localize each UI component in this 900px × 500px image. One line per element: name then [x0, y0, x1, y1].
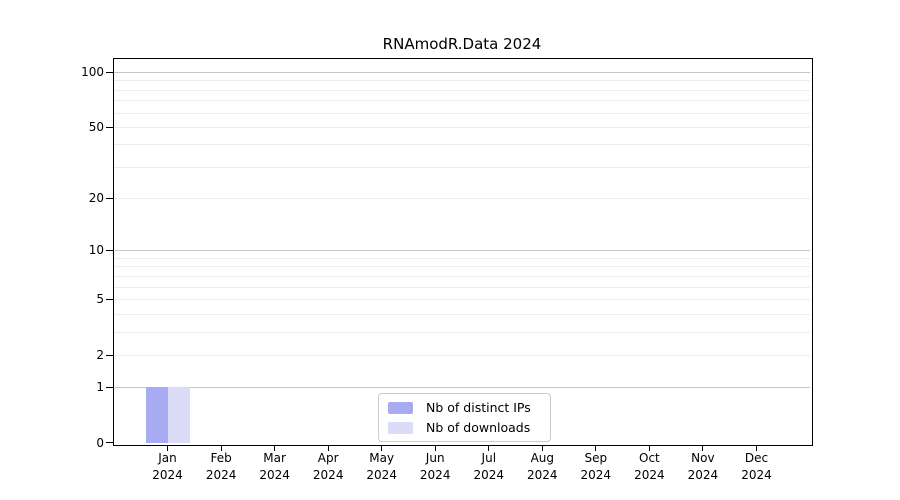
gridline-5 [114, 298, 810, 300]
x-tick-label-may: May 2024 [366, 450, 397, 484]
y-axis-labels: 0 1 2 5 10 20 50 100 [0, 59, 107, 450]
gridline-minor-3 [114, 331, 810, 333]
x-label-year: 2024 [419, 468, 451, 482]
gridline-minor-7 [114, 275, 810, 277]
x-tick-feb [220, 445, 222, 451]
x-tick-label-jan: Jan 2024 [152, 450, 183, 484]
y-tick-label-2: 2 [96, 347, 104, 362]
gridline-minor-40 [114, 144, 810, 146]
y-tick-20 [106, 198, 113, 200]
x-tick-label-apr: Apr 2024 [313, 450, 344, 484]
x-label-year: 2024 [473, 468, 505, 482]
x-tick-label-oct: Oct 2024 [634, 450, 665, 484]
x-label-month: May [369, 451, 395, 465]
x-tick-label-jul: Jul 2024 [474, 450, 505, 484]
y-tick-5 [106, 298, 113, 300]
gridline-minor-90 [114, 80, 810, 82]
x-label-year: 2024 [634, 468, 665, 482]
y-tick-label-50: 50 [88, 119, 104, 134]
legend-label-downloads: Nb of downloads [426, 420, 531, 435]
x-tick-label-jun: Jun 2024 [420, 450, 451, 484]
x-label-year: 2024 [687, 468, 719, 482]
x-tick-apr [327, 445, 329, 451]
x-label-month: Feb [210, 451, 232, 465]
y-tick-10 [106, 250, 113, 252]
x-tick-label-aug: Aug 2024 [527, 450, 558, 484]
x-tick-label-sep: Sep 2024 [581, 450, 612, 484]
legend-entry-distinct-ips: Nb of distinct IPs [388, 400, 541, 415]
x-tick-nov [702, 445, 704, 451]
x-label-month: Nov [691, 451, 715, 465]
x-label-month: Jun [425, 451, 445, 465]
gridline-1 [114, 387, 810, 389]
gridline-50 [114, 126, 810, 128]
x-tick-may [381, 445, 383, 451]
legend-swatch-distinct-ips [388, 401, 413, 414]
bar-nb-of-downloads-jan [167, 387, 190, 443]
x-label-month: Dec [744, 451, 769, 465]
gridline-minor-6 [114, 286, 810, 288]
x-tick-label-nov: Nov 2024 [688, 450, 719, 484]
gridline-10 [114, 250, 810, 252]
y-tick-label-20: 20 [88, 191, 104, 206]
x-label-year: 2024 [741, 468, 772, 482]
gridline-minor-30 [114, 166, 810, 168]
gridline-100 [114, 71, 810, 73]
gridline-minor-9 [114, 257, 810, 259]
x-label-month: Jan [158, 451, 177, 465]
gridline-2 [114, 354, 810, 356]
y-tick-label-100: 100 [81, 64, 104, 79]
x-tick-jul [488, 445, 490, 451]
legend-swatch-downloads [388, 421, 413, 434]
gridline-minor-4 [114, 313, 810, 315]
x-label-month: Oct [639, 451, 660, 465]
x-label-year: 2024 [580, 468, 612, 482]
gridline-20 [114, 198, 810, 200]
x-tick-mar [274, 445, 276, 451]
x-label-month: Jul [481, 451, 497, 465]
x-label-month: Aug [530, 451, 555, 465]
x-label-year: 2024 [366, 468, 397, 482]
legend-label-distinct-ips: Nb of distinct IPs [426, 400, 531, 415]
y-tick-label-0: 0 [96, 436, 104, 450]
gridline-minor-60 [114, 112, 810, 114]
x-label-year: 2024 [205, 468, 237, 482]
chart-title: RNAmodR.Data 2024 [382, 35, 542, 53]
x-label-month: Sep [584, 451, 608, 465]
gridline-minor-80 [114, 89, 810, 91]
x-label-year: 2024 [259, 468, 290, 482]
x-label-year: 2024 [527, 468, 558, 482]
bar-nb-of-distinct-ips-jan [145, 387, 168, 443]
legend: Nb of distinct IPs Nb of downloads [378, 393, 551, 442]
x-tick-jan [167, 445, 168, 451]
legend-entry-downloads: Nb of downloads [388, 420, 541, 435]
x-tick-jun [434, 445, 436, 451]
x-label-month: Apr [317, 451, 339, 465]
plot-area [106, 58, 813, 451]
y-tick-1 [106, 387, 113, 389]
x-tick-aug [541, 445, 543, 451]
gridline-minor-8 [114, 266, 810, 268]
y-tick-label-5: 5 [96, 291, 104, 306]
gridline-minor-70 [114, 100, 810, 102]
y-tick-50 [106, 126, 113, 128]
x-tick-sep [595, 445, 597, 451]
x-label-month: Mar [263, 451, 286, 465]
y-tick-label-10: 10 [88, 243, 104, 258]
x-axis-labels: Jan 2024 Feb 2024 Mar 2024 Apr 2024 May 2024 Jun 20… [114, 445, 810, 485]
y-tick-0 [106, 442, 113, 443]
x-tick-label-dec: Dec 2024 [741, 450, 772, 484]
x-tick-label-feb: Feb 2024 [206, 450, 237, 484]
x-label-year: 2024 [152, 468, 183, 482]
x-tick-oct [648, 445, 650, 451]
x-label-year: 2024 [312, 468, 344, 482]
y-tick-label-1: 1 [96, 380, 104, 395]
y-tick-100 [106, 71, 113, 73]
y-tick-2 [106, 354, 113, 356]
x-tick-dec [756, 445, 757, 451]
x-tick-label-mar: Mar 2024 [259, 450, 290, 484]
